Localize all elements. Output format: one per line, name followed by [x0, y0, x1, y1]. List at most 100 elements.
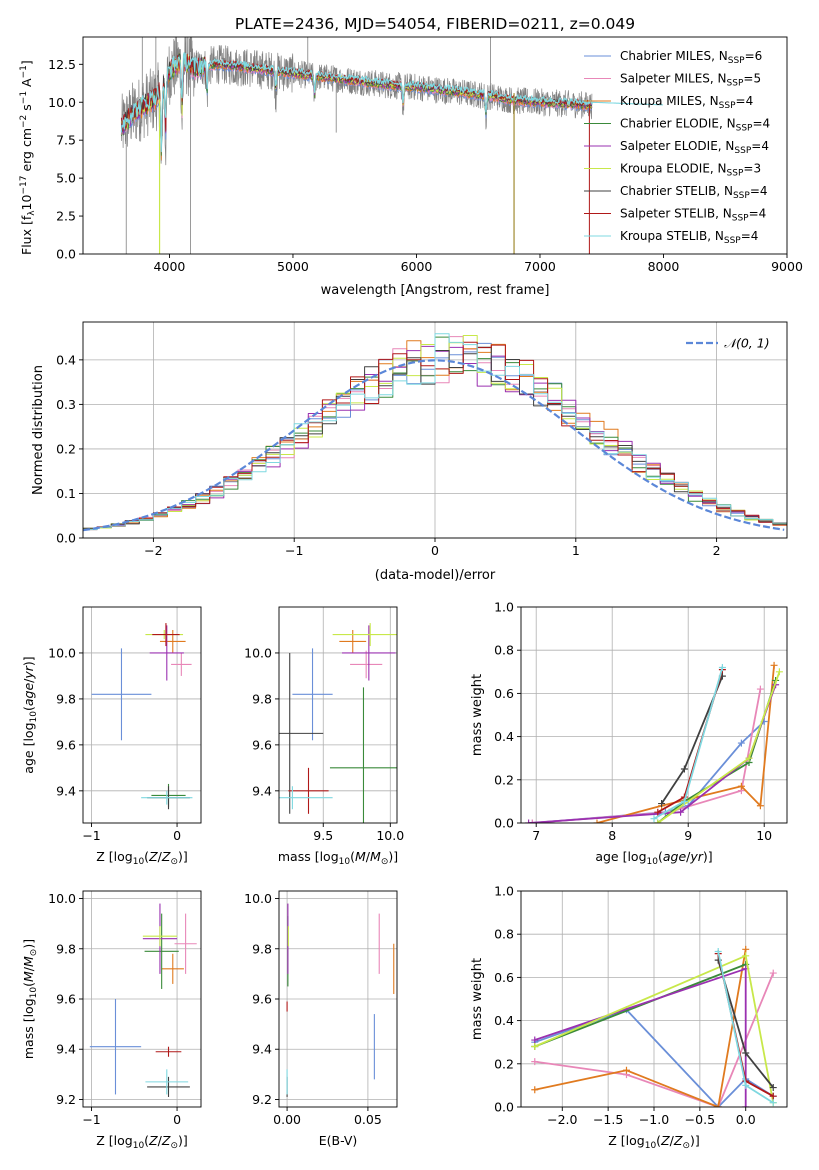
text-span: age — [21, 683, 36, 707]
legend-label: Kroupa STELIB, NSSP=4 — [620, 229, 758, 246]
series-marker — [756, 685, 764, 693]
subscript: 10 — [647, 857, 659, 867]
y-tick-label: 9.4 — [56, 1042, 76, 1057]
y-tick-label: 10.0 — [48, 95, 76, 110]
x-axis-label: age [log10(age/yr)] — [595, 849, 712, 867]
y-tick-label: 9.6 — [252, 992, 272, 1007]
text-span: erg cm — [19, 128, 34, 176]
y-tick-label: 0.0 — [56, 247, 76, 262]
plot-area — [91, 623, 193, 810]
text-span: −1 — [19, 65, 29, 78]
legend: Chabrier MILES, NSSP=6 Salpeter MILES, NS… — [584, 49, 770, 246]
normal-curve — [83, 359, 785, 532]
axes: 9.5 10.0 9.4 9.6 9.8 10.0 — [244, 606, 404, 843]
text-span: ( — [350, 849, 355, 864]
x-axis-label: E(B-V) — [319, 1133, 358, 1148]
x-axis-label: (data-model)/error — [375, 568, 496, 583]
x-tick-label: 10 — [756, 828, 772, 843]
series-marker — [769, 1092, 777, 1100]
text-span: )] — [178, 1133, 188, 1148]
text-span: Z — [660, 1133, 670, 1148]
x-tick-label: −1 — [285, 543, 303, 558]
legend-label: Salpeter MILES, NSSP=5 — [620, 72, 761, 89]
text-span: / — [670, 1133, 675, 1148]
legend-label: Chabrier STELIB, NSSP=4 — [620, 184, 768, 201]
x-tick-label: 0 — [173, 828, 181, 843]
x-tick-label: 1 — [572, 543, 580, 558]
y-tick-label: 0.2 — [494, 1056, 514, 1071]
y-tick-label: 0.6 — [494, 970, 514, 985]
subscript: λ — [27, 210, 37, 216]
axes: 4000 5000 6000 7000 8000 9000 0.0 2.5 5.0 7.5 10.0… — [48, 36, 803, 274]
y-tick-label: 10.0 — [244, 891, 272, 906]
x-axis-label: Z [log10(Z/Z⊙)] — [608, 1133, 700, 1151]
series-marker — [718, 663, 726, 671]
text-span: )] — [21, 939, 36, 949]
y-tick-label: 0.0 — [56, 531, 76, 546]
y-tick-label: 12.5 — [48, 57, 76, 72]
mass-vs-metallicity-panel: −1 0 9.2 9.4 9.6 9.8 10.0 Z [log10(Z/Z⊙)] mass [… — [21, 890, 202, 1151]
text-span: ] — [19, 60, 34, 65]
series-marker — [769, 1099, 777, 1107]
text-span: =3 — [743, 162, 761, 176]
series-marker — [745, 754, 753, 762]
subscript: ⊙ — [29, 949, 39, 957]
series-marker — [677, 808, 685, 816]
subscript: SSP — [728, 56, 745, 66]
text-span: −2 — [19, 115, 29, 128]
axes: −2.0 −1.5 −1.0 −0.5 0.0 0.0 0.2 0.4 0.6 0.8 1.0 — [494, 884, 788, 1127]
grid — [279, 891, 397, 1107]
subscript: SSP — [732, 214, 749, 224]
series-line — [532, 688, 762, 823]
text-span: age — [663, 849, 687, 864]
y-tick-label: 0.3 — [56, 397, 76, 412]
axes-frame — [520, 606, 788, 824]
plot-area — [286, 903, 395, 1097]
mass-vs-extinction-panel: 0.00 0.05 9.2 9.4 9.6 9.8 10.0 E(B-V) — [244, 890, 398, 1148]
text-span: s — [19, 104, 34, 115]
plot-area — [83, 333, 787, 532]
series-marker — [742, 1049, 750, 1057]
subscript: SSP — [719, 101, 736, 111]
x-tick-label: 0 — [173, 1112, 181, 1127]
series-marker — [769, 969, 777, 977]
legend-label: Chabrier MILES, NSSP=6 — [620, 49, 762, 66]
y-tick-label: 9.4 — [252, 783, 272, 798]
grid — [521, 606, 787, 824]
x-tick-label: −1.5 — [593, 1112, 623, 1127]
x-tick-label: 8000 — [648, 259, 680, 274]
series-marker — [737, 782, 745, 790]
y-tick-label: 7.5 — [56, 133, 76, 148]
subscript: SSP — [736, 124, 753, 134]
series-marker — [737, 739, 745, 747]
x-tick-label: 0.05 — [354, 1112, 382, 1127]
legend-label: Salpeter ELODIE, NSSP=4 — [620, 139, 769, 156]
y-tick-label: 0.0 — [494, 816, 514, 831]
series-marker — [622, 1066, 630, 1074]
y-tick-label: 0.2 — [494, 772, 514, 787]
x-tick-label: 8 — [608, 828, 616, 843]
series-marker — [742, 952, 750, 960]
series-line — [657, 669, 724, 813]
series-marker — [531, 1043, 539, 1051]
series-line — [528, 684, 777, 823]
x-axis-label: mass [log10(M/M⊙)] — [278, 849, 398, 867]
text-span: M — [21, 971, 36, 982]
grid — [83, 891, 201, 1107]
subscript: SSP — [734, 146, 751, 156]
y-tick-label: 1.0 — [494, 600, 514, 615]
axes: 0.00 0.05 9.2 9.4 9.6 9.8 10.0 — [244, 890, 398, 1127]
subscript: 10 — [29, 987, 39, 999]
axes-frame — [82, 606, 202, 824]
age-vs-metallicity-panel: −1 0 9.4 9.6 9.8 10.0 Z [log10(Z/Z⊙)] age [log1… — [21, 606, 202, 867]
series-marker — [531, 1086, 539, 1094]
text-span: −1 — [19, 91, 29, 104]
text-span: ( — [21, 982, 36, 987]
series-marker — [770, 661, 778, 669]
series-marker — [775, 668, 783, 676]
legend-label: Chabrier ELODIE, NSSP=4 — [620, 117, 770, 134]
plot-area — [525, 661, 783, 823]
text-span: / — [21, 966, 36, 971]
text-span: / — [21, 678, 36, 683]
y-tick-label: 9.6 — [56, 737, 76, 752]
